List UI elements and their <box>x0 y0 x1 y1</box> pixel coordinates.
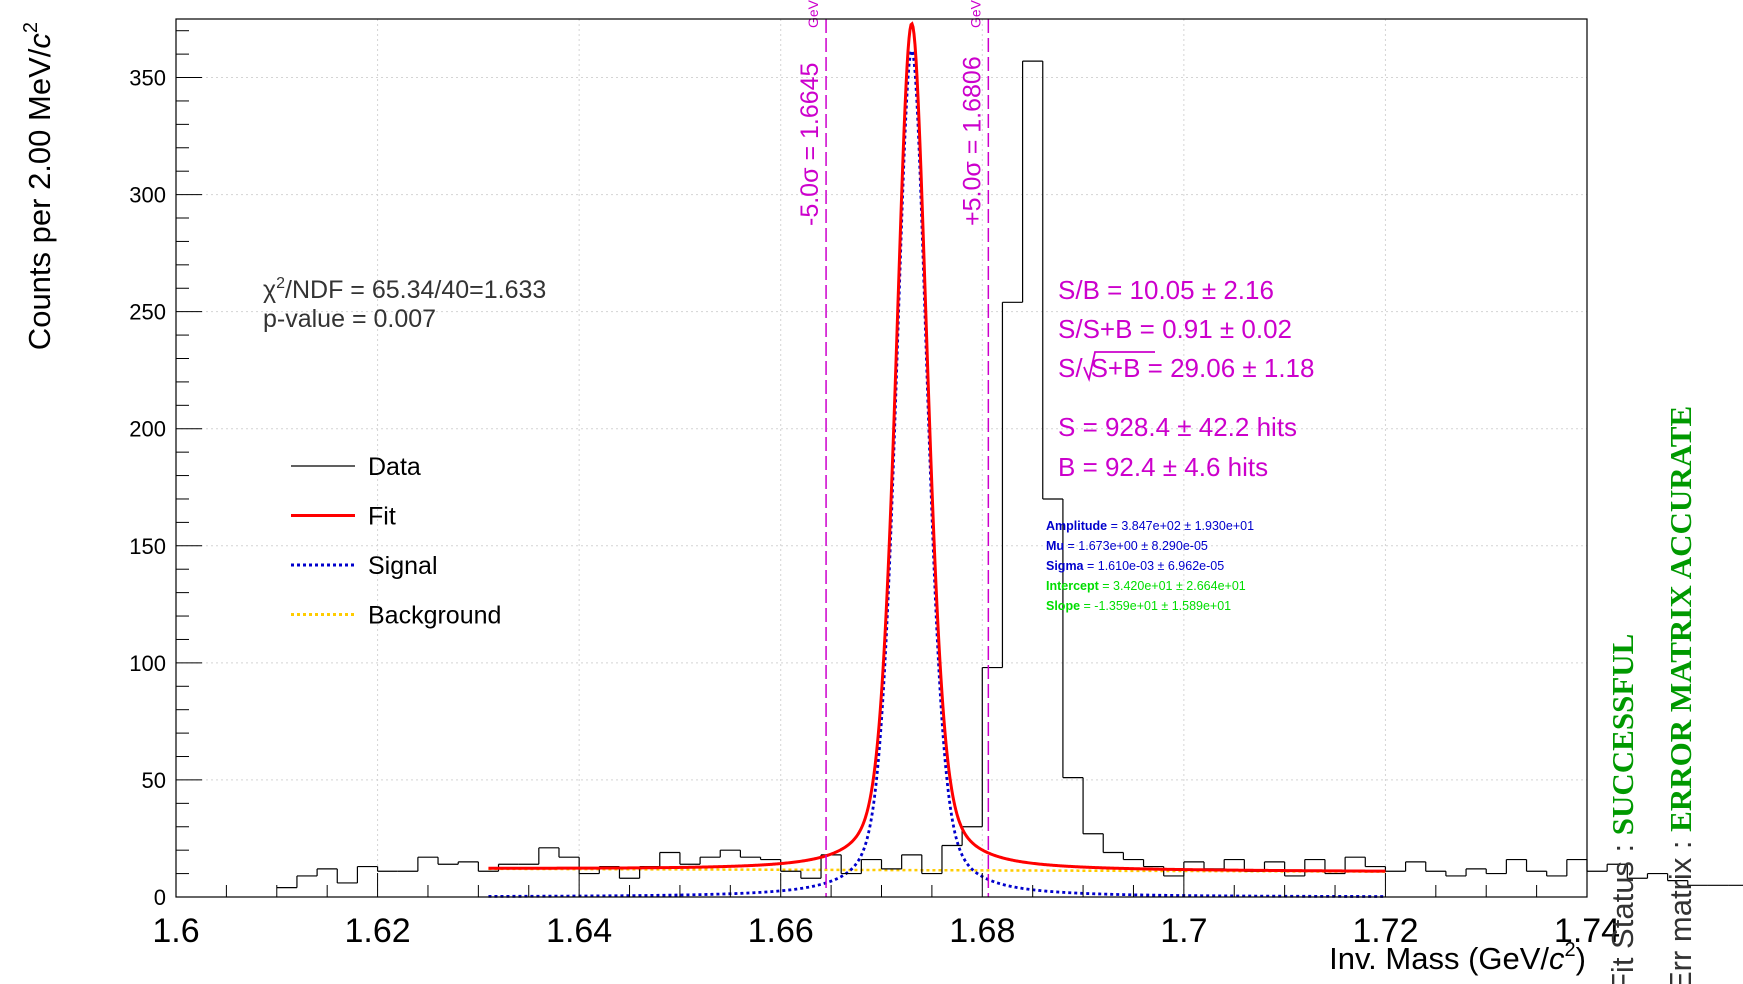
sigma-line-unit: GeV <box>967 0 983 28</box>
fit-param-mu: Mu = 1.673e+00 ± 8.290e-05 <box>1046 539 1208 553</box>
s-over-s-plus-b-text: S/S+B = 0.91 ± 0.02 <box>1058 314 1292 344</box>
y-tick-label: 50 <box>142 768 166 793</box>
fit-curve-layer <box>488 21 1386 873</box>
x-tick-label: 1.64 <box>546 912 612 950</box>
sigma-line-unit: GeV <box>805 0 821 28</box>
sigma-line-label: +5.0σ = 1.6806 <box>958 56 986 226</box>
x-tick-label: 1.74 <box>1554 912 1620 950</box>
err-matrix-text: Err matrix : ERROR MATRIX ACCURATE <box>1663 406 1698 984</box>
y-axis-label: Counts per 2.00 MeV/c2 <box>20 22 57 350</box>
x-tick-label: 1.62 <box>344 912 410 950</box>
fit-param-intercept: Intercept = 3.420e+01 ± 2.664e+01 <box>1046 579 1246 593</box>
x-tick-label: 1.68 <box>949 912 1015 950</box>
fit-param-amplitude: Amplitude = 3.847e+02 ± 1.930e+01 <box>1046 519 1254 533</box>
x-tick-label: 1.6 <box>152 912 199 950</box>
x-tick-label: 1.66 <box>748 912 814 950</box>
fit-param-slope: Slope = -1.359e+01 ± 1.589e+01 <box>1046 599 1231 613</box>
sigma-lines-layer: -5.0σ = 1.6645 GeV +5.0σ = 1.6806 GeV <box>796 0 990 897</box>
legend-label-fit: Fit <box>368 503 396 531</box>
background-hits-text: B = 92.4 ± 4.6 hits <box>1058 452 1268 482</box>
fit-curve <box>488 21 1386 873</box>
fit-status-text: Fit Status : SUCCESSFUL <box>1605 634 1640 984</box>
y-tick-label: 350 <box>129 66 166 91</box>
legend: Data Fit Signal Background <box>291 453 501 630</box>
x-tick-label: 1.7 <box>1160 912 1207 950</box>
y-tick-label: 100 <box>129 651 166 676</box>
axes-layer: 1.6 1.62 1.64 1.66 1.68 1.7 1.72 1.74 0 50 100 150 2… <box>129 30 1620 950</box>
fit-param-sigma: Sigma = 1.610e-03 ± 6.962e-05 <box>1046 559 1224 573</box>
signal-hits-text: S = 928.4 ± 42.2 hits <box>1058 412 1297 442</box>
chi2-ndf-text: χ2/NDF = 65.34/40=1.633 <box>263 275 546 304</box>
x-axis-label: Inv. Mass (GeV/c2) <box>1329 939 1586 976</box>
y-tick-label: 250 <box>129 300 166 325</box>
y-tick-label: 0 <box>154 885 166 910</box>
grid-lines <box>176 19 1587 897</box>
x-tick-label: 1.72 <box>1352 912 1418 950</box>
svg-text:S/S+B = 29.06 ± 1.18: S/S+B = 29.06 ± 1.18 <box>1058 353 1314 383</box>
legend-label-signal: Signal <box>368 552 438 580</box>
legend-label-background: Background <box>368 602 501 630</box>
y-tick-label: 200 <box>129 417 166 442</box>
p-value-text: p-value = 0.007 <box>263 305 436 333</box>
y-tick-label: 300 <box>129 183 166 208</box>
data-histogram-layer <box>276 60 1743 889</box>
s-over-b-text: S/B = 10.05 ± 2.16 <box>1058 275 1274 305</box>
legend-label-data: Data <box>368 453 421 481</box>
significance-text: S/S+B = 29.06 ± 1.18 <box>1058 351 1314 383</box>
sigma-line-label: -5.0σ = 1.6645 <box>796 63 824 226</box>
y-tick-label: 150 <box>129 534 166 559</box>
fit-parameters: Amplitude = 3.847e+02 ± 1.930e+01 Mu = 1.… <box>1046 519 1254 613</box>
